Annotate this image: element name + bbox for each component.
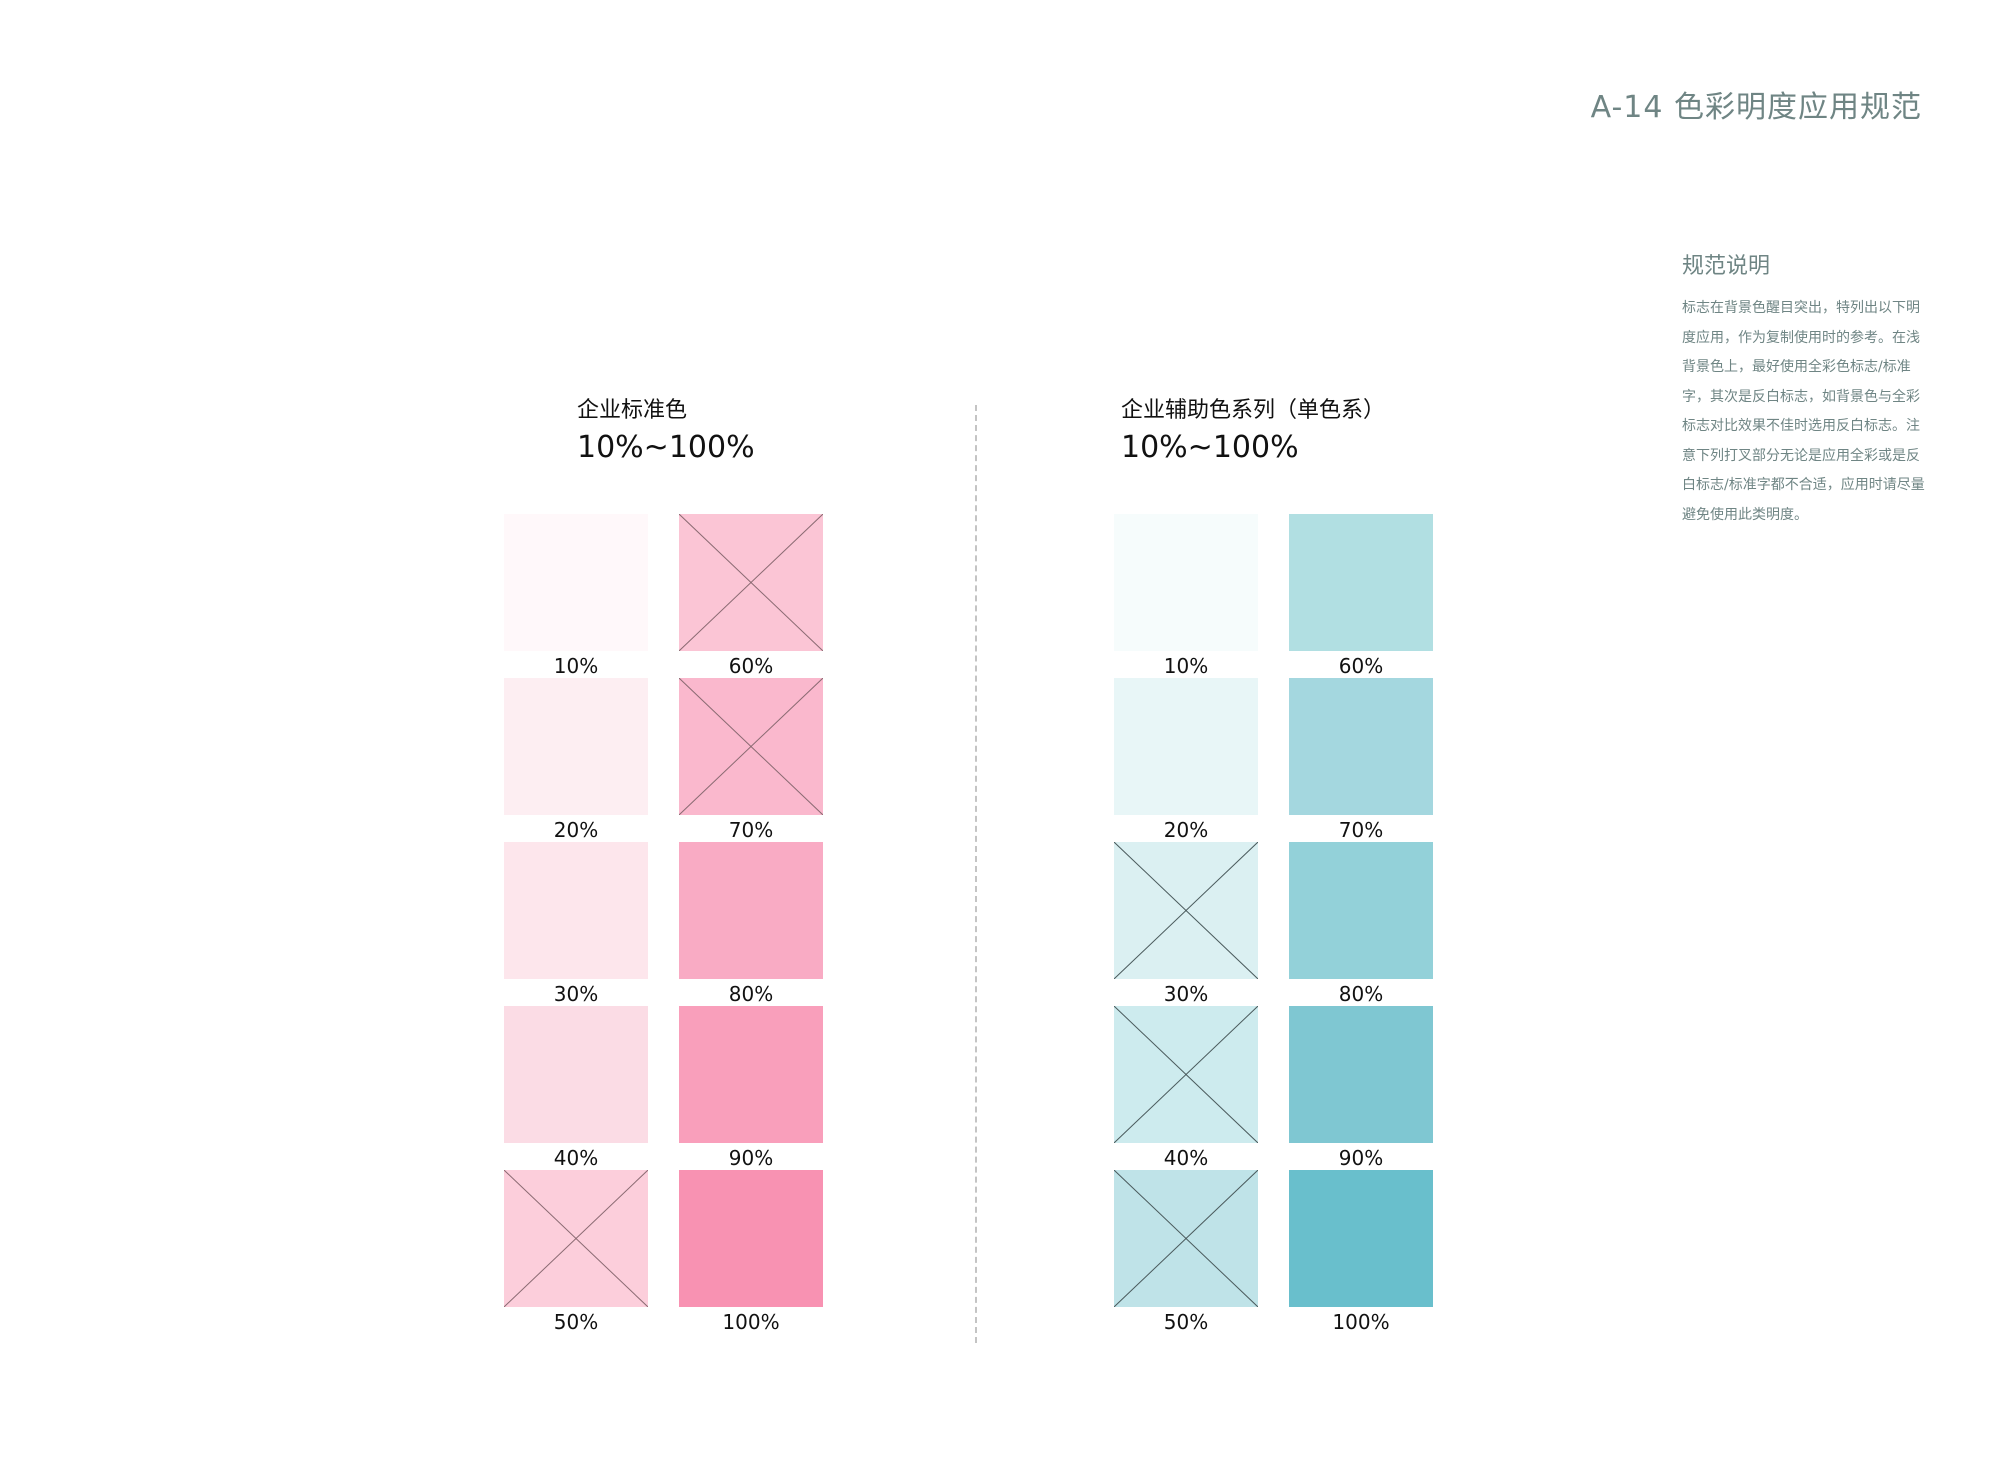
primary-swatch-label: 40% — [553, 1146, 599, 1170]
primary-swatch-80 — [679, 842, 823, 979]
cross-mark-icon — [1114, 1006, 1258, 1143]
primary-swatch-90 — [679, 1006, 823, 1143]
cross-mark-icon — [504, 1170, 648, 1307]
primary-palette-range: 10%~100% — [577, 430, 755, 465]
secondary-swatch-label: 40% — [1163, 1146, 1209, 1170]
cross-mark-icon — [1114, 1170, 1258, 1307]
secondary-swatch-label: 30% — [1163, 982, 1209, 1006]
primary-swatch-label: 10% — [553, 654, 599, 678]
secondary-swatch-label: 60% — [1338, 654, 1384, 678]
secondary-swatch-label: 80% — [1338, 982, 1384, 1006]
primary-swatch-label: 80% — [728, 982, 774, 1006]
secondary-swatch-70 — [1289, 678, 1433, 815]
primary-swatch-label: 20% — [553, 818, 599, 842]
secondary-swatch-20 — [1114, 678, 1258, 815]
secondary-swatch-label: 90% — [1338, 1146, 1384, 1170]
cross-mark-icon — [1114, 842, 1258, 979]
secondary-swatch-label: 50% — [1163, 1310, 1209, 1334]
secondary-swatch-80 — [1289, 842, 1433, 979]
primary-swatch-label: 70% — [728, 818, 774, 842]
cross-mark-icon — [679, 514, 823, 651]
palette-divider — [975, 405, 977, 1343]
secondary-swatch-label: 100% — [1332, 1310, 1390, 1334]
primary-swatch-label: 100% — [722, 1310, 780, 1334]
secondary-palette-range: 10%~100% — [1121, 430, 1299, 465]
primary-swatch-70 — [679, 678, 823, 815]
spec-note-heading: 规范说明 — [1682, 254, 1771, 279]
primary-swatch-20 — [504, 678, 648, 815]
secondary-swatch-50 — [1114, 1170, 1258, 1307]
primary-swatch-40 — [504, 1006, 648, 1143]
secondary-swatch-label: 70% — [1338, 818, 1384, 842]
primary-swatch-50 — [504, 1170, 648, 1307]
spec-note-body: 标志在背景色醒目突出，特列出以下明度应用，作为复制使用时的参考。在浅背景色上，最… — [1682, 300, 1925, 523]
primary-swatch-label: 60% — [728, 654, 774, 678]
spec-note: 规范说明 标志在背景色醒目突出，特列出以下明度应用，作为复制使用时的参考。在浅背… — [1682, 248, 1932, 530]
secondary-swatch-label: 10% — [1163, 654, 1209, 678]
primary-swatch-100 — [679, 1170, 823, 1307]
page-title: A-14 色彩明度应用规范 — [1590, 90, 1922, 125]
primary-swatch-label: 90% — [728, 1146, 774, 1170]
primary-swatch-60 — [679, 514, 823, 651]
primary-swatch-label: 30% — [553, 982, 599, 1006]
secondary-swatch-100 — [1289, 1170, 1433, 1307]
primary-palette-name: 企业标准色 — [577, 398, 688, 423]
secondary-palette-heading: 企业辅助色系列（单色系） 10%~100% — [1121, 396, 1385, 468]
secondary-swatch-60 — [1289, 514, 1433, 651]
cross-mark-icon — [679, 678, 823, 815]
secondary-swatch-label: 20% — [1163, 818, 1209, 842]
secondary-swatch-40 — [1114, 1006, 1258, 1143]
primary-palette-heading: 企业标准色 10%~100% — [577, 396, 755, 468]
primary-swatch-30 — [504, 842, 648, 979]
secondary-swatch-30 — [1114, 842, 1258, 979]
secondary-swatch-10 — [1114, 514, 1258, 651]
secondary-palette-name: 企业辅助色系列（单色系） — [1121, 398, 1386, 423]
secondary-swatch-90 — [1289, 1006, 1433, 1143]
primary-swatch-10 — [504, 514, 648, 651]
primary-swatch-label: 50% — [553, 1310, 599, 1334]
